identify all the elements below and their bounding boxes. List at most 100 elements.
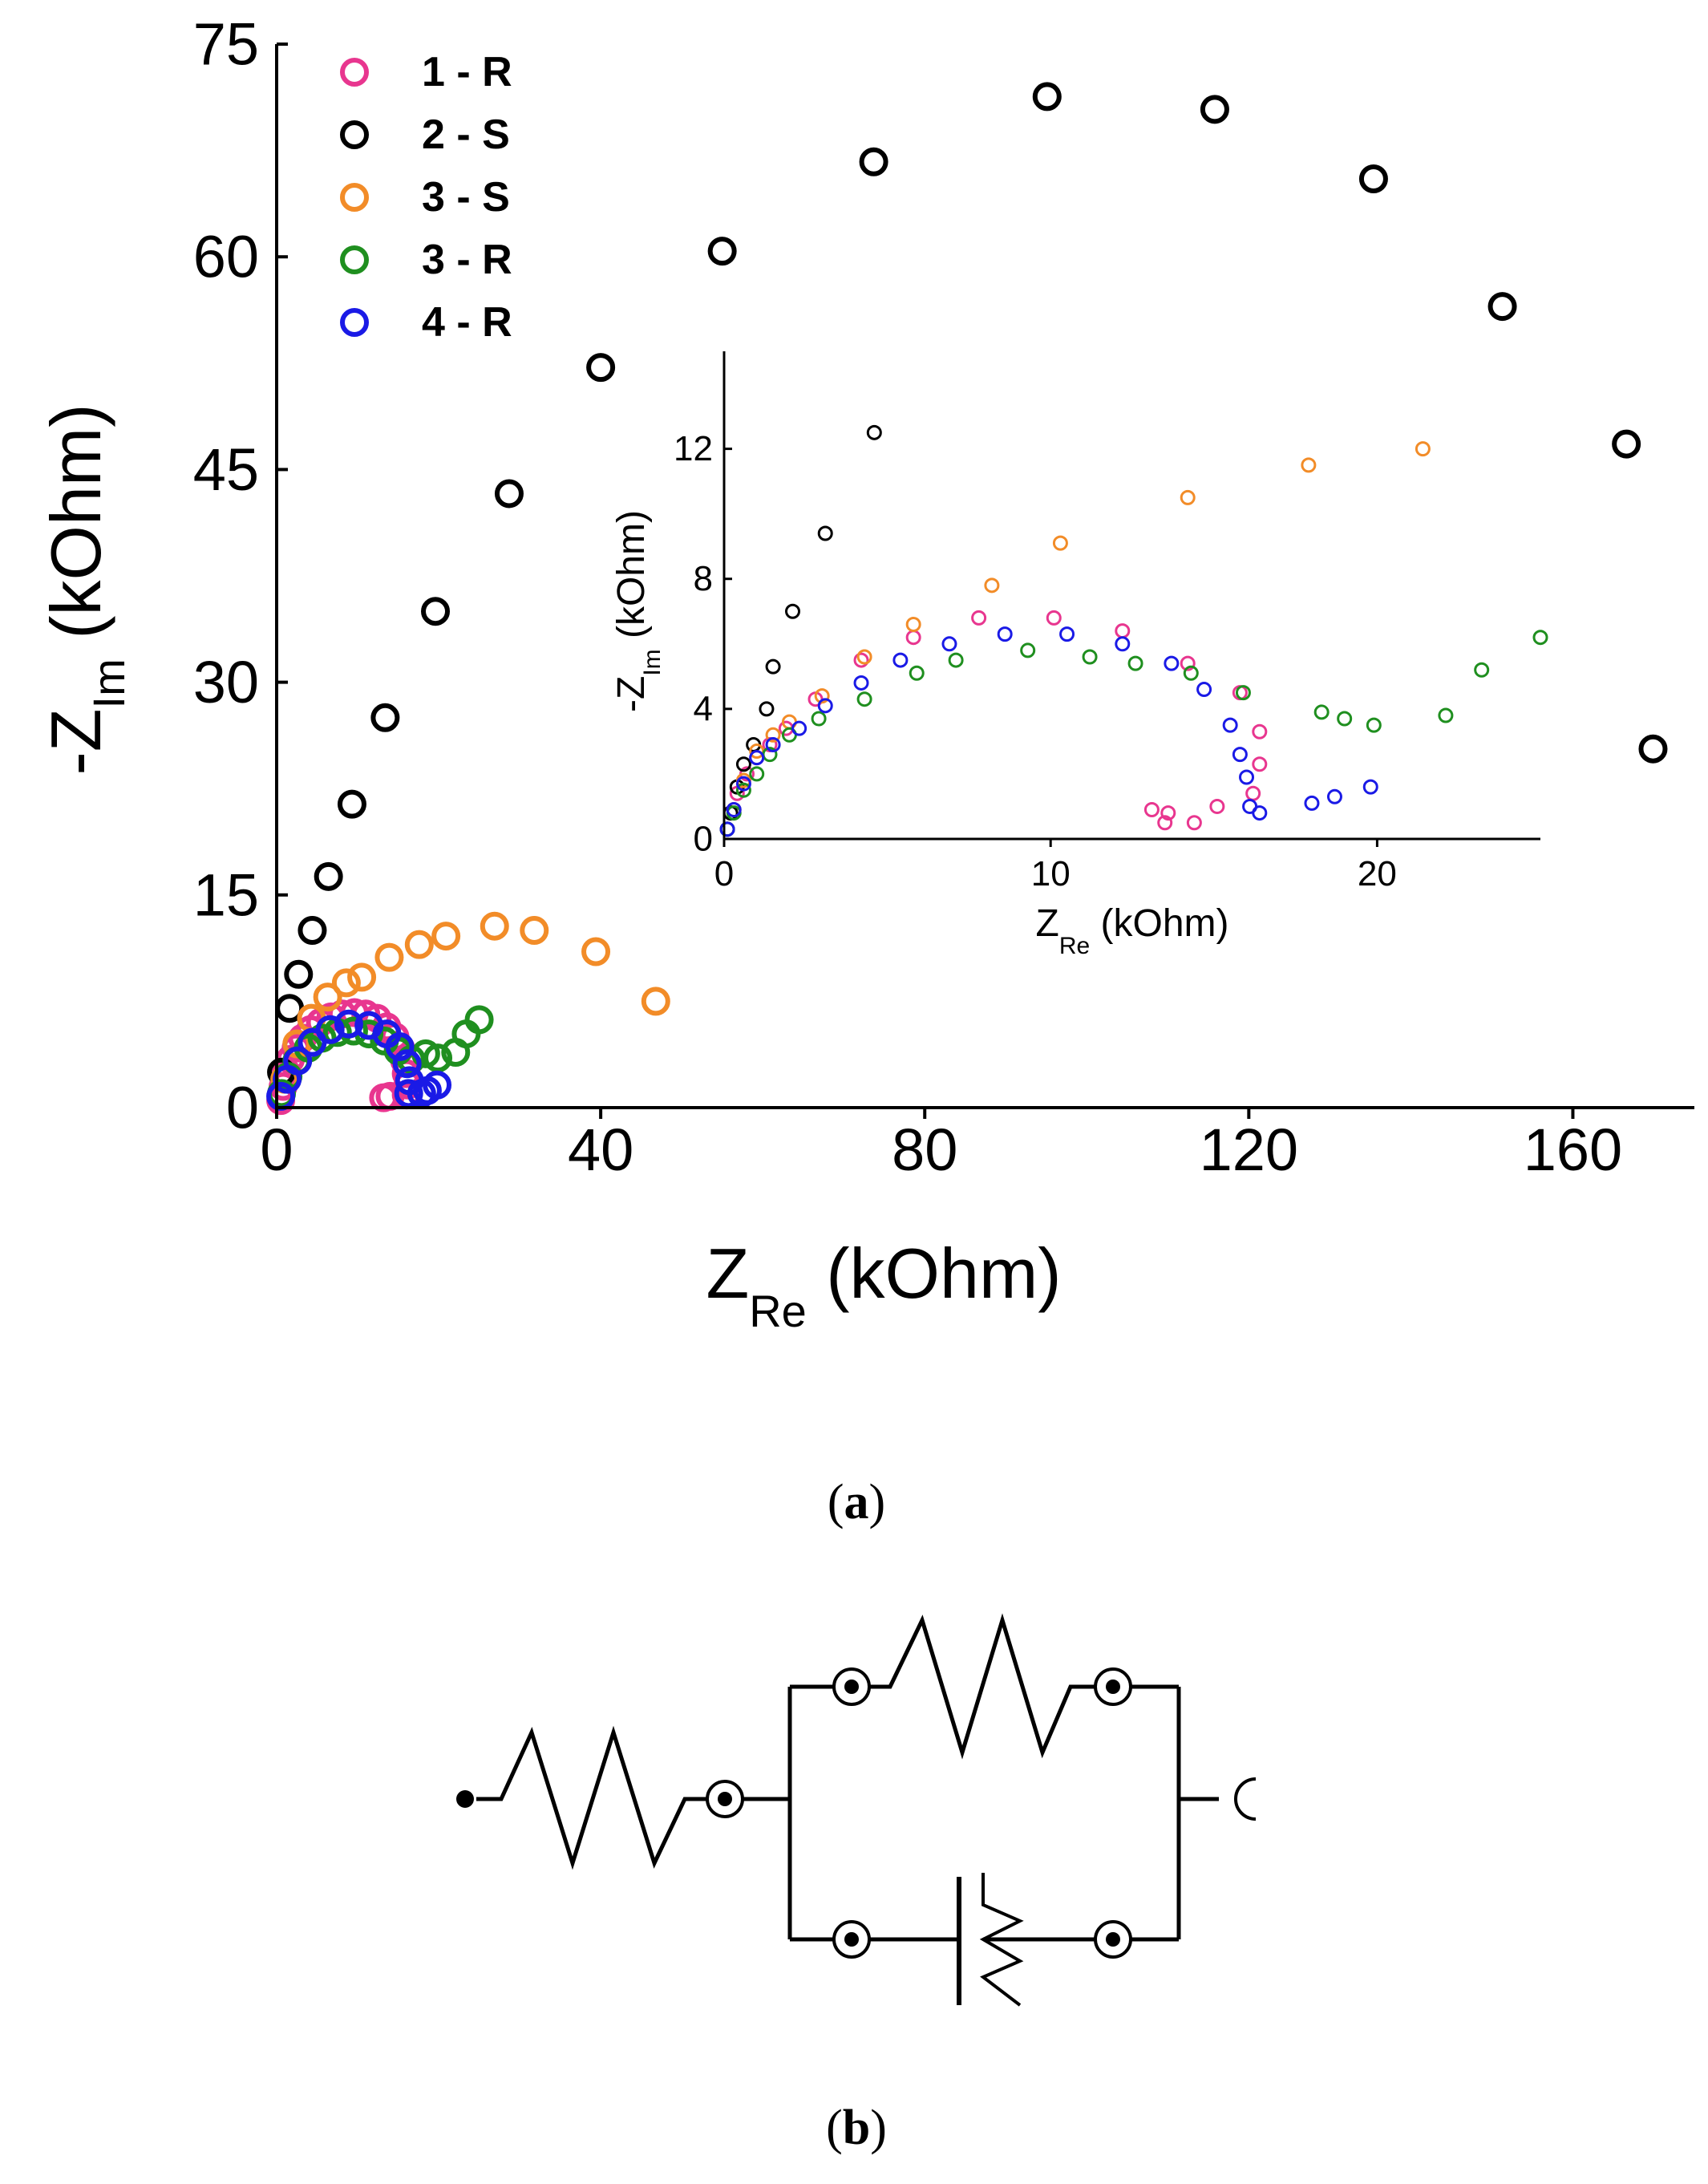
inset-point-4-r [765, 736, 781, 752]
main-x-tick-label: 40 [568, 1116, 633, 1183]
legend-label-1-r: 1 - R [422, 49, 512, 95]
inset-point-1-r [1180, 655, 1196, 671]
inset-point-3-r [1438, 707, 1454, 723]
main-point-3-s [347, 962, 377, 992]
main-point-3-s [431, 922, 461, 951]
legend-marker-1-r [340, 58, 369, 87]
inset-point-1-r [1157, 815, 1173, 831]
inset-point-4-r [1196, 682, 1212, 698]
inset-point-2-s [866, 424, 882, 440]
inset-point-3-s [1052, 535, 1068, 551]
inset-data-points [719, 343, 1548, 839]
legend-label-4-r: 4 - R [422, 299, 512, 346]
legend-marker-2-s [340, 120, 369, 149]
inset-point-4-r [892, 652, 909, 668]
main-point-2-s [421, 597, 451, 626]
inset-point-3-s [1415, 441, 1431, 457]
inset-point-4-r [1239, 769, 1255, 785]
inset-point-3-r [1532, 630, 1548, 646]
main-point-2-s [586, 353, 616, 383]
legend-label-2-s: 2 - S [422, 111, 510, 158]
main-x-tick-label: 80 [892, 1116, 957, 1183]
inset-point-1-r [853, 652, 869, 668]
inset-chart: 0 4 8 12 0 10 20 ZRe (kOhm) -ZIm (kOhm) [610, 343, 1548, 959]
inset-point-3-r [1020, 642, 1036, 658]
main-x-tick-label: 160 [1524, 1116, 1622, 1183]
inset-point-4-r [1222, 717, 1238, 733]
inset-point-4-r [1252, 805, 1268, 821]
inset-point-3-r [948, 652, 964, 668]
main-y-tick-label: 15 [193, 861, 259, 928]
inset-point-4-r [1059, 626, 1075, 642]
main-point-4-r [394, 1079, 423, 1108]
inset-point-1-r [1143, 802, 1160, 818]
main-point-3-s [313, 983, 342, 1012]
inset-point-1-r [1046, 610, 1062, 626]
main-point-2-s [1487, 292, 1517, 322]
inset-point-4-r [997, 626, 1013, 642]
inset-point-2-s [765, 658, 781, 675]
inset-point-4-r [1326, 788, 1342, 804]
equivalent-circuit-diagram [456, 1613, 1257, 2007]
inset-point-1-r [1186, 815, 1202, 831]
inset-y-axis-label: -ZIm (kOhm) [610, 510, 666, 712]
main-point-3-s [480, 911, 509, 941]
inset-x-ticks: 0 10 20 [714, 839, 1397, 893]
node-top-left [832, 1667, 871, 1706]
inset-point-3-r [1366, 717, 1382, 733]
circuit-output-terminal [1234, 1777, 1257, 1821]
node-top-right [1094, 1667, 1132, 1706]
main-point-2-s [1032, 82, 1062, 111]
main-point-3-r [464, 1005, 494, 1035]
inset-point-3-s [1180, 489, 1196, 505]
inset-point-1-r [1252, 756, 1268, 772]
main-point-2-s [707, 237, 737, 266]
main-x-tick-label: 120 [1200, 1116, 1298, 1183]
panel-label-a: (a) [828, 1475, 885, 1530]
legend-label-3-s: 3 - S [422, 174, 510, 221]
inset-point-3-r [1313, 704, 1330, 720]
inset-point-3-s [814, 688, 830, 704]
main-axes [275, 44, 1694, 1109]
inset-point-2-s [785, 603, 801, 619]
main-y-tick-label: 0 [226, 1075, 259, 1141]
main-point-2-s [859, 147, 888, 176]
main-point-4-r [334, 1009, 363, 1039]
legend-marker-4-r [340, 308, 369, 337]
inset-x-tick-label: 0 [714, 854, 734, 893]
main-point-2-s [1358, 164, 1388, 193]
main-point-2-s [1612, 429, 1641, 459]
main-point-2-s [1200, 95, 1229, 124]
legend: 1 - R 2 - S 3 - S 3 - R 4 - R [340, 49, 512, 346]
inset-x-axis-label: ZRe (kOhm) [1035, 902, 1228, 959]
inset-point-3-r [735, 782, 751, 798]
inset-point-3-r [856, 691, 872, 707]
main-data-points [266, 82, 1668, 1116]
inset-point-3-r [1474, 662, 1490, 678]
inset-axes [722, 351, 1540, 841]
main-y-axis-label: -ZIm (kOhm) [36, 403, 134, 775]
inset-point-3-s [905, 616, 921, 632]
main-point-4-r [423, 1070, 452, 1100]
inset-point-4-r [941, 636, 957, 652]
main-point-3-s [404, 930, 434, 959]
inset-point-3-r [749, 766, 765, 782]
inset-y-tick-label: 0 [694, 820, 713, 859]
inset-point-4-r [749, 750, 765, 766]
circuit-input-terminal [456, 1790, 474, 1808]
main-point-2-s [494, 479, 524, 509]
inset-point-3-r [1082, 649, 1098, 665]
main-point-3-s [520, 916, 549, 945]
main-point-4-r [315, 1015, 345, 1044]
inset-point-3-r [1235, 685, 1251, 701]
main-x-tick-label: 0 [260, 1116, 293, 1183]
main-point-2-s [314, 861, 343, 891]
inset-point-3-r [1127, 655, 1143, 671]
node-series-out [706, 1780, 744, 1818]
main-point-4-r [283, 1046, 313, 1076]
main-point-4-r [392, 1049, 422, 1079]
main-y-tick-label: 75 [193, 11, 259, 78]
inset-point-2-s [817, 525, 833, 541]
main-y-tick-label: 30 [193, 649, 259, 715]
